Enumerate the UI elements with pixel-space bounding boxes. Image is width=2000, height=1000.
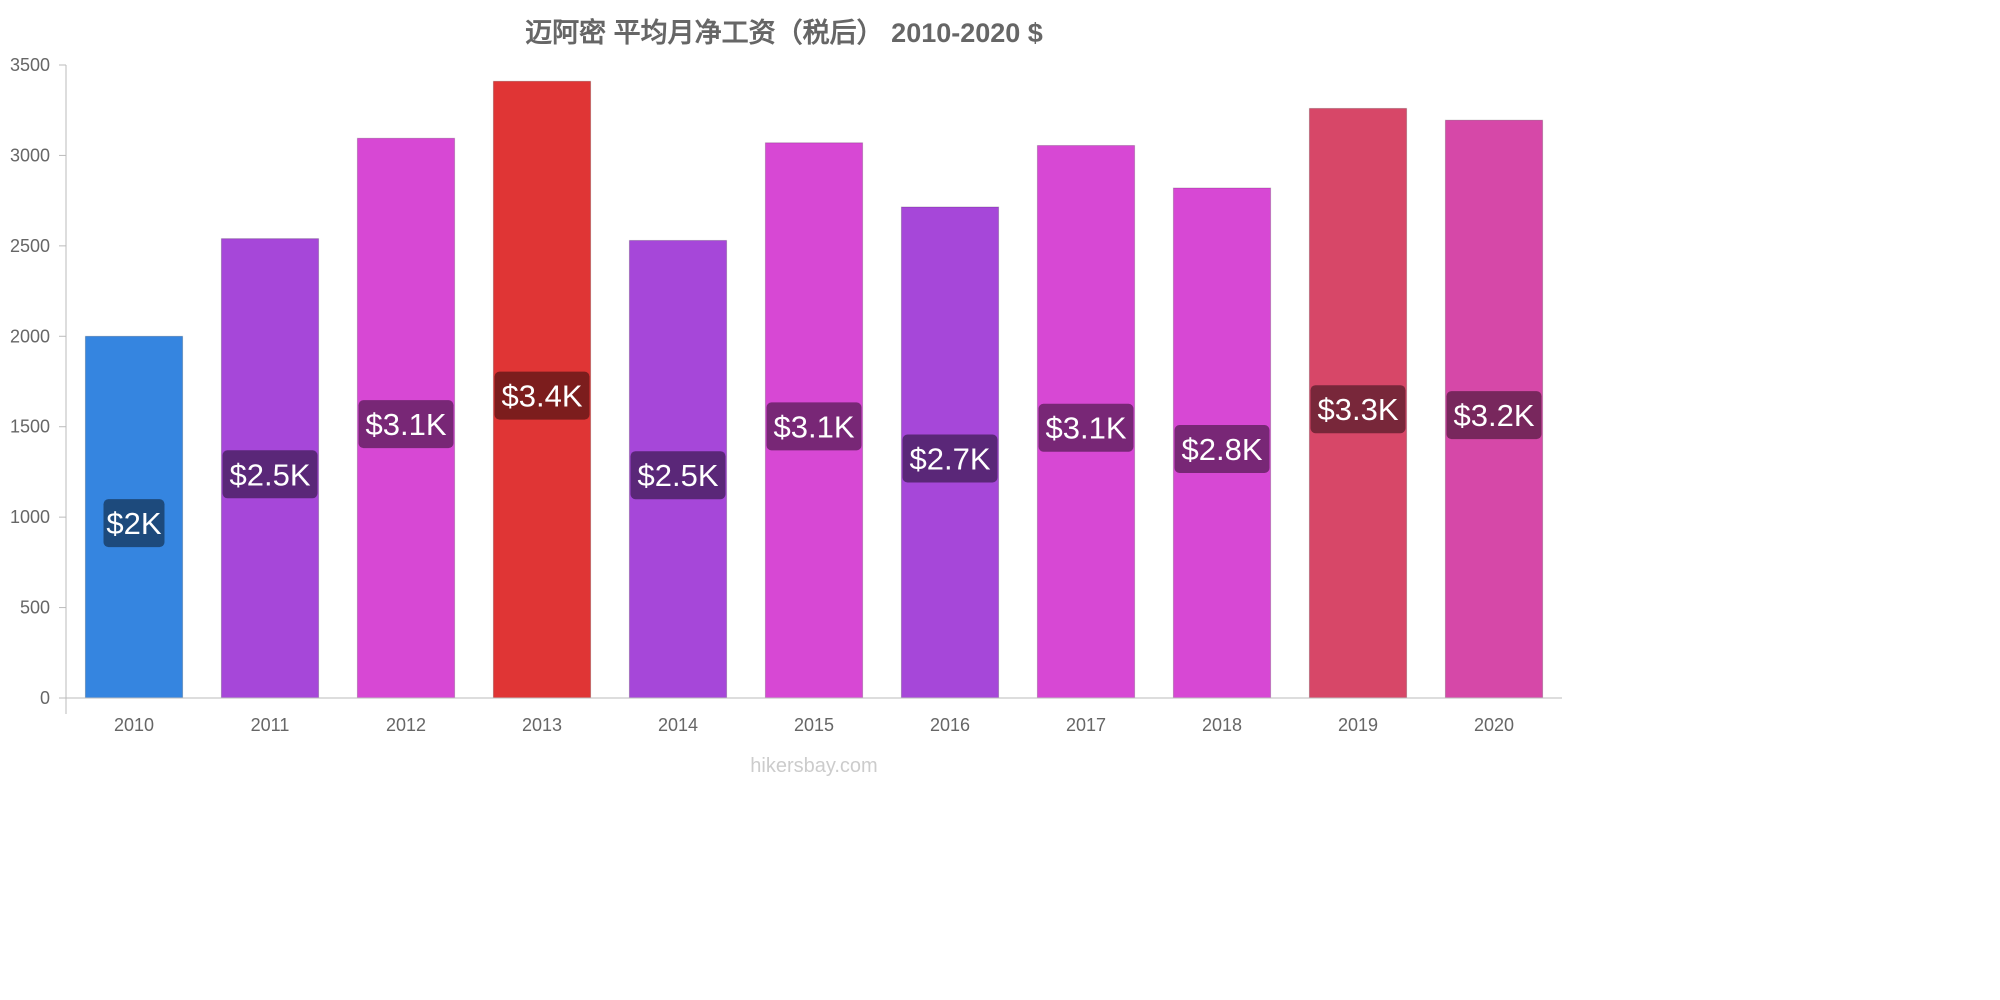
- data-label-box: [766, 402, 862, 451]
- data-label: $3.1K: [365, 407, 446, 442]
- x-tick-label: 2011: [251, 715, 290, 735]
- x-tick-label: 2014: [658, 715, 698, 735]
- data-label-box: [1174, 424, 1270, 473]
- chart-title: 迈阿密 平均月净工资（税后） 2010-2020 $: [525, 17, 1043, 48]
- data-label: $2.5K: [229, 457, 310, 492]
- x-tick-label: 2020: [1474, 715, 1514, 735]
- y-tick-label: 2000: [10, 326, 50, 346]
- data-label-box: [902, 434, 998, 483]
- data-label-box: [630, 451, 726, 500]
- y-axis: 0 500 1000 1500 2000 2500 3000 3500: [10, 55, 67, 714]
- x-tick-label: 2018: [1202, 715, 1242, 735]
- y-tick-label: 3000: [10, 145, 50, 165]
- data-label-box: [358, 400, 454, 449]
- data-label: $2K: [106, 506, 161, 541]
- watermark: hikersbay.com: [750, 755, 877, 777]
- data-label: $3.4K: [501, 379, 582, 414]
- y-tick-label: 3500: [10, 55, 50, 75]
- x-tick-label: 2010: [114, 715, 154, 735]
- data-label: $2.7K: [909, 441, 990, 476]
- bar-2010: [84, 335, 184, 699]
- x-axis: 2010 2011 2012 2013 2014 2015 2016 2017 2018 2019…: [66, 697, 1562, 735]
- y-tick-label: 1000: [10, 507, 50, 527]
- bars: $2K $2.5K $3.1K $3.4K $2.5K $3.1K $2.7K $3.1K $2…: [84, 80, 1544, 699]
- x-tick-label: 2012: [386, 715, 426, 735]
- x-tick-label: 2017: [1066, 715, 1106, 735]
- y-tick-label: 500: [20, 598, 50, 618]
- data-label-box: [494, 371, 590, 420]
- x-tick-label: 2015: [794, 715, 834, 735]
- y-tick-label: 1500: [10, 417, 50, 437]
- data-label: $2.5K: [637, 458, 718, 493]
- data-label: $3.1K: [773, 409, 854, 444]
- data-label-box: [1446, 391, 1542, 440]
- bar-chart: 迈阿密 平均月净工资（税后） 2010-2020 $ 0 500 1000 1500 2…: [10, 17, 1562, 777]
- data-label: $3.1K: [1045, 411, 1126, 446]
- data-label-box: [103, 499, 165, 548]
- data-label: $2.8K: [1181, 432, 1262, 467]
- x-tick-label: 2016: [930, 715, 970, 735]
- data-label-box: [1038, 403, 1134, 452]
- data-label: $3.3K: [1317, 392, 1398, 427]
- x-tick-label: 2013: [522, 715, 562, 735]
- y-tick-label: 2500: [10, 236, 50, 256]
- data-label-box: [222, 450, 318, 499]
- data-label: $3.2K: [1453, 398, 1534, 433]
- y-tick-label: 0: [40, 688, 50, 708]
- data-label-box: [1310, 385, 1406, 434]
- x-tick-label: 2019: [1338, 715, 1378, 735]
